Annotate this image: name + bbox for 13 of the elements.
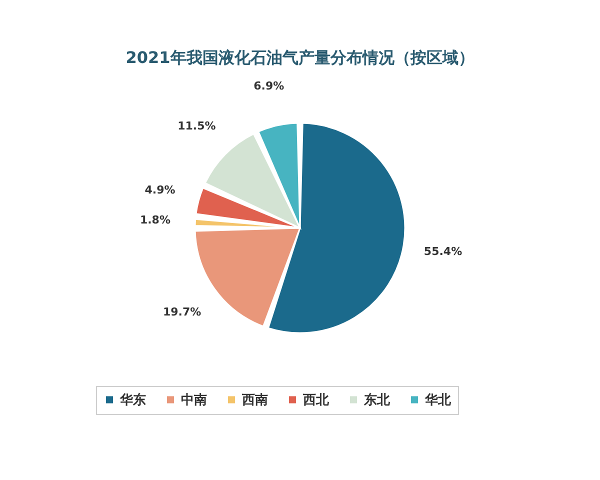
data-label: 1.8%	[140, 213, 170, 226]
legend-label: 西南	[241, 392, 268, 408]
legend-label: 西北	[302, 392, 330, 408]
data-label: 6.9%	[254, 79, 284, 92]
data-label: 11.5%	[178, 119, 216, 132]
legend-label: 华北	[424, 392, 452, 408]
legend-label: 东北	[363, 392, 391, 408]
data-label: 4.9%	[144, 183, 176, 196]
legend-label: 华东	[119, 392, 146, 408]
data-label: 19.7%	[162, 305, 202, 318]
chart-title: 2021年我国液化石油气产量分布情况（按区域）	[126, 48, 474, 67]
legend-label: 中南	[181, 392, 207, 408]
data-label: 55.4%	[424, 244, 462, 258]
